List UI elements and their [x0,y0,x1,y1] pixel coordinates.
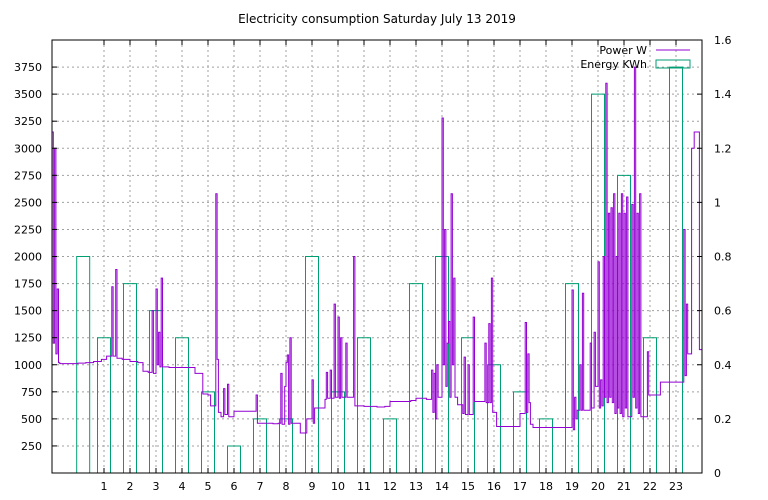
y-tick-label: 1500 [14,305,42,318]
x-tick-label: 1 [101,480,108,493]
y-tick-label: 250 [21,440,42,453]
y-tick-label: 750 [21,386,42,399]
energy-bar [487,364,501,473]
energy-bar [227,445,241,473]
legend-power-label: Power W [599,44,647,57]
y-tick-label: 2000 [14,251,42,264]
energy-bar [461,337,475,473]
x-tick-label: 11 [357,480,371,493]
power-line [52,66,702,434]
x-tick-label: 4 [179,480,186,493]
y2-tick-label: 1.2 [714,142,732,155]
x-tick-label: 7 [257,480,264,493]
energy-bar [279,418,293,473]
x-tick-label: 9 [309,480,316,493]
energy-bar [565,283,579,473]
x-tick-label: 20 [591,480,605,493]
x-tick-label: 15 [461,480,475,493]
y-tick-label: 1750 [14,278,42,291]
chart-title: Electricity consumption Saturday July 13… [238,12,516,26]
x-tick-label: 12 [383,480,397,493]
y-tick-label: 3000 [14,142,42,155]
x-tick-label: 18 [539,480,553,493]
y2-tick-label: 0.6 [714,305,732,318]
energy-bar [175,337,189,473]
energy-bar [383,418,397,473]
energy-bar [409,283,423,473]
x-tick-label: 8 [283,480,290,493]
y-tick-label: 1250 [14,332,42,345]
x-tick-label: 16 [487,480,501,493]
energy-bar [357,337,371,473]
y2-tick-label: 1 [714,196,721,209]
energy-bar [305,256,319,473]
y-tick-label: 3250 [14,115,42,128]
energy-bar [539,418,553,473]
x-tick-label: 14 [435,480,449,493]
y2-tick-label: 1.4 [714,88,732,101]
energy-bar [97,337,111,473]
energy-bar [513,391,527,473]
energy-bar [201,391,215,473]
y-tick-label: 2750 [14,169,42,182]
y-tick-label: 2250 [14,223,42,236]
y2-tick-label: 1.6 [714,34,732,47]
legend-energy-label: Energy KWh [580,58,647,71]
energy-bar [123,283,137,473]
axes: 1 2 3 4 5 6 7 8 9 10 11 12 13 14 15 16 17 18 19 20 21 22 23250… [14,34,732,493]
energy-bar [669,66,683,473]
x-tick-label: 3 [153,480,160,493]
energy-bar [253,418,267,473]
y-tick-label: 3500 [14,88,42,101]
x-tick-label: 19 [565,480,579,493]
x-tick-label: 17 [513,480,527,493]
x-tick-label: 2 [127,480,134,493]
y2-tick-label: 0.4 [714,359,732,372]
grid-lines [52,40,702,473]
energy-bar [643,337,657,473]
x-tick-label: 22 [643,480,657,493]
x-tick-label: 6 [231,480,238,493]
x-tick-label: 13 [409,480,423,493]
legend-energy-swatch [655,59,691,69]
y2-tick-label: 0.2 [714,413,732,426]
y-tick-label: 1000 [14,359,42,372]
power-series [52,66,702,434]
x-tick-label: 21 [617,480,631,493]
x-tick-label: 10 [331,480,345,493]
y-tick-label: 3750 [14,61,42,74]
y-tick-label: 2500 [14,196,42,209]
y-tick-label: 500 [21,413,42,426]
energy-bar [76,256,91,473]
x-tick-label: 5 [205,480,212,493]
y2-tick-label: 0.8 [714,251,732,264]
y2-tick-label: 0 [714,467,721,480]
x-tick-label: 23 [669,480,683,493]
